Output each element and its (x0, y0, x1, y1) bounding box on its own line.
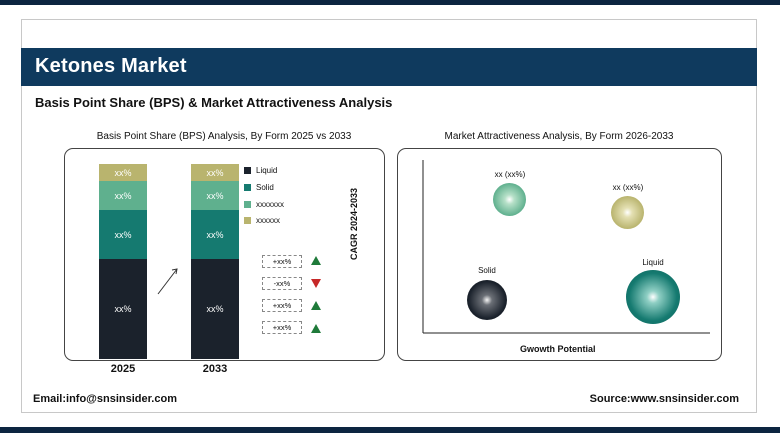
legend-label-solid: Solid (256, 183, 274, 192)
bar-2033-solid: xx% (191, 210, 239, 259)
bps-change-3: +xx% (262, 299, 302, 312)
bar-2033-olive: xx% (191, 164, 239, 181)
legend-swatch-olive (244, 217, 251, 224)
attractiveness-chart-panel (397, 148, 722, 361)
up-arrow-icon (311, 324, 321, 333)
bubble-olive (611, 196, 644, 229)
x-axis-label: Gwowth Potential (520, 344, 596, 354)
legend-label-olive: xxxxxx (256, 216, 280, 225)
attractiveness-axes (422, 160, 710, 334)
title-bar: Ketones Market (21, 48, 757, 86)
trend-arrow-icon (157, 268, 178, 295)
x-tick-2025: 2025 (110, 363, 136, 375)
page-title: Ketones Market (35, 55, 187, 77)
bubble-liquid (626, 270, 680, 324)
legend-swatch-light-green (244, 201, 251, 208)
bps-change-4: +xx% (262, 321, 302, 334)
y-axis-label: CAGR 2024-2033 (349, 187, 359, 260)
left-panel-title: Basis Point Share (BPS) Analysis, By For… (96, 131, 352, 142)
bubble-label-olive: xx (xx%) (612, 183, 644, 192)
bar-2033-liquid: xx% (191, 259, 239, 359)
legend-label-light-green: xxxxxxx (256, 200, 284, 209)
legend-swatch-solid (244, 184, 251, 191)
legend-item-olive: xxxxxx (244, 216, 280, 225)
bps-change-1: +xx% (262, 255, 302, 268)
bar-2025-light-green: xx% (99, 181, 147, 210)
bubble-solid (467, 280, 507, 320)
down-arrow-icon (311, 279, 321, 288)
legend-item-solid: Solid (244, 183, 274, 192)
up-arrow-icon (311, 256, 321, 265)
bps-change-2: -xx% (262, 277, 302, 290)
bubble-label-solid: Solid (478, 266, 496, 275)
footer-source: Source:www.snsinsider.com (589, 393, 739, 405)
legend-item-light-green: xxxxxxx (244, 200, 284, 209)
bubble-label-light-green: xx (xx%) (494, 170, 526, 179)
top-accent-strip (0, 0, 780, 5)
bubble-light-green (493, 183, 526, 216)
x-tick-2033: 2033 (202, 363, 228, 375)
bar-2025-liquid: xx% (99, 259, 147, 359)
up-arrow-icon (311, 301, 321, 310)
bubble-label-liquid: Liquid (642, 258, 664, 267)
legend-swatch-liquid (244, 167, 251, 174)
bar-2025-solid: xx% (99, 210, 147, 259)
bar-2033-light-green: xx% (191, 181, 239, 210)
bottom-accent-strip (0, 427, 780, 433)
footer-email: Email:info@snsinsider.com (33, 393, 177, 405)
right-panel-title: Market Attractiveness Analysis, By Form … (444, 131, 674, 142)
bar-2025-olive: xx% (99, 164, 147, 181)
subtitle: Basis Point Share (BPS) & Market Attract… (35, 95, 393, 110)
legend-item-liquid: Liquid (244, 166, 277, 175)
legend-label-liquid: Liquid (256, 166, 278, 175)
